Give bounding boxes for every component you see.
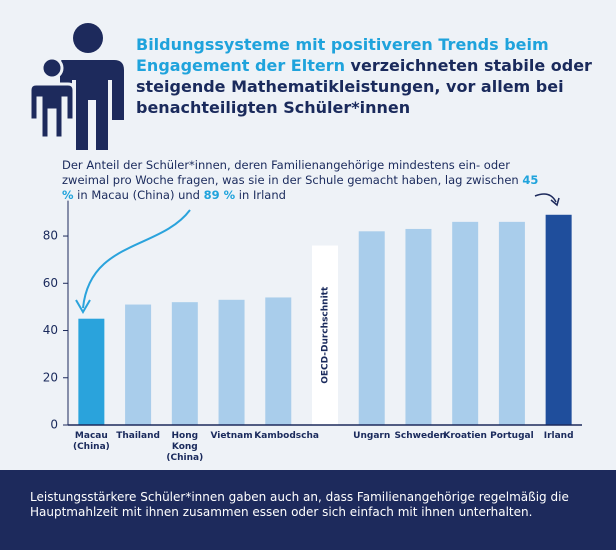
footer: Leistungsstärkere Schüler*innen gaben au… — [0, 470, 616, 550]
y-tick-label: 0 — [50, 418, 58, 432]
annotation-text: in Irland — [235, 188, 286, 202]
bar — [312, 245, 338, 425]
x-tick-label: Irland — [543, 431, 574, 441]
arrow — [534, 193, 557, 203]
category-label: OECD-Durchschnitt — [321, 286, 331, 384]
x-tick-label: Kroatien — [443, 431, 487, 441]
arrow — [82, 209, 191, 309]
annotation: Der Anteil der Schüler*innen, deren Fami… — [62, 158, 552, 203]
annotation-value: 89 % — [203, 188, 236, 202]
annotation-text: Der Anteil der Schüler*innen, deren Fami… — [62, 158, 523, 187]
bar — [171, 302, 198, 425]
arrow-head — [550, 197, 560, 207]
title-rest: verzeichneten stabile oder steigende Mat… — [136, 56, 592, 117]
x-tick-label: Schweden — [394, 431, 447, 441]
x-tick-label: Portugal — [490, 431, 534, 441]
y-tick-label: 80 — [43, 229, 58, 243]
bar — [78, 318, 105, 425]
bar — [265, 297, 292, 425]
bar — [545, 214, 572, 425]
bar — [358, 231, 385, 425]
arrow-head — [75, 299, 91, 314]
annotation-text: in Macau (China) und — [73, 188, 204, 202]
x-tick-label: Macau (China) — [72, 431, 110, 452]
icon — [28, 23, 124, 150]
x-tick-label: Kambodscha — [254, 431, 319, 441]
bar — [218, 299, 245, 425]
x-tick-label: Ungarn — [353, 431, 391, 441]
y-tick-label: 60 — [43, 276, 58, 290]
x-tick-label: Vietnam — [210, 431, 253, 441]
footer-text: Leistungsstärkere Schüler*innen gaben au… — [30, 490, 569, 519]
x-tick-label: Hong Kong (China) — [166, 431, 204, 463]
bar — [125, 304, 152, 425]
bar — [405, 228, 432, 425]
y-tick-label: 40 — [43, 323, 58, 337]
bar — [498, 221, 525, 425]
bar — [452, 221, 479, 425]
title: Bildungssysteme mit positiveren Trends b… — [136, 34, 606, 118]
x-tick-label: Thailand — [116, 431, 160, 441]
y-tick-label: 20 — [43, 370, 58, 384]
annotation-value: 45 % — [62, 173, 539, 202]
title-highlight: Bildungssysteme mit positiveren Trends b… — [136, 35, 549, 75]
